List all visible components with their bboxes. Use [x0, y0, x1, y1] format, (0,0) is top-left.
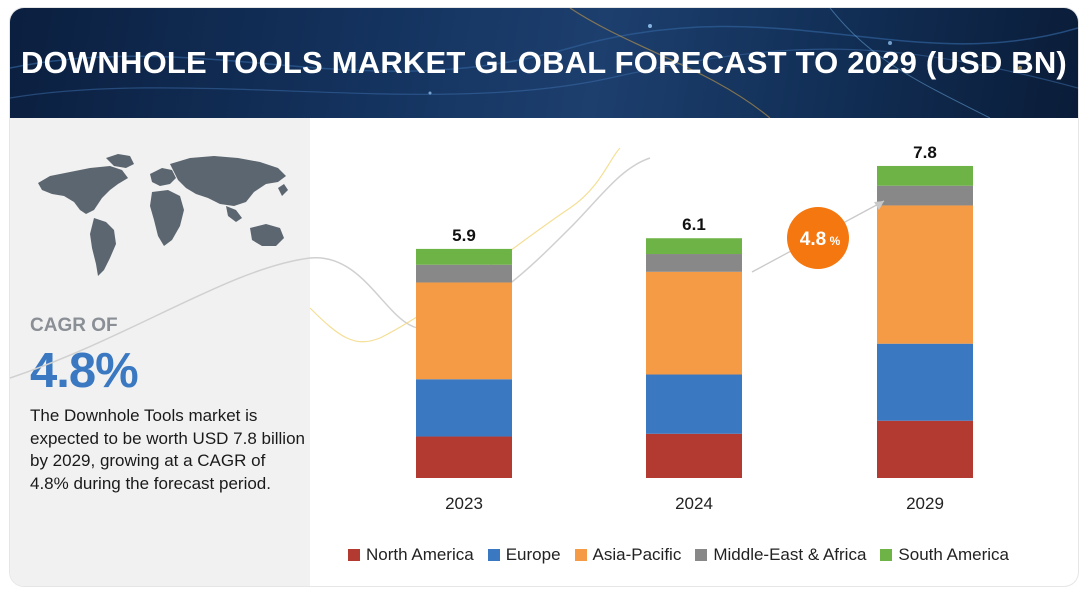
bar-segment-2029-south-america: [877, 165, 973, 186]
bar-total-label: 7.8: [913, 143, 937, 162]
legend-swatch: [695, 549, 708, 561]
cagr-bubble-value: 4.8: [800, 229, 826, 250]
bar-segment-2024-north-america: [646, 433, 742, 478]
legend-swatch: [574, 549, 587, 561]
x-tick-label: 2023: [445, 494, 483, 513]
legend-label: Europe: [505, 545, 561, 564]
infographic-card: DOWNHOLE TOOLS MARKET GLOBAL FORECAST TO…: [10, 8, 1078, 586]
cagr-label: CAGR OF: [30, 315, 118, 336]
bar-segment-2023-europe: [416, 379, 512, 437]
bar-segment-2024-asia-pacific: [646, 271, 742, 375]
bar-segment-2023-north-america: [416, 436, 512, 478]
bar-segment-2029-north-america: [877, 420, 973, 478]
legend-label: South America: [898, 545, 1009, 564]
bar-segment-2024-middle-east-africa: [646, 254, 742, 272]
world-map-icon: [38, 154, 288, 276]
legend-item: Europe: [487, 545, 561, 565]
legend-item: South America: [880, 545, 1009, 565]
bar-segment-2023-middle-east-africa: [416, 264, 512, 283]
summary-description: The Downhole Tools market is expected to…: [30, 406, 305, 493]
legend-swatch: [348, 549, 360, 561]
bar-segment-2029-middle-east-africa: [877, 185, 973, 206]
bar-total-label: 5.9: [452, 226, 476, 245]
legend-label: Middle-East & Africa: [713, 545, 867, 564]
decorative-curves: [10, 147, 651, 379]
bar-segment-2024-europe: [646, 374, 742, 434]
legend-item: Middle-East & Africa: [695, 545, 866, 565]
legend-label: North America: [366, 545, 474, 564]
bar-total-label: 6.1: [682, 215, 706, 234]
cagr-bubble-circle: [787, 207, 849, 269]
page-title: DOWNHOLE TOOLS MARKET GLOBAL FORECAST TO…: [21, 45, 1067, 80]
cagr-bubble: 4.8 %: [787, 207, 849, 269]
cagr-value: 4.8%: [30, 344, 139, 398]
summary-panel: CAGR OF 4.8% The Downhole Tools market i…: [10, 118, 310, 586]
legend-swatch: [880, 549, 893, 561]
legend-swatch: [487, 549, 500, 561]
bar-segment-2029-asia-pacific: [877, 205, 973, 344]
x-tick-label: 2029: [906, 494, 944, 513]
bar-segment-2023-asia-pacific: [416, 282, 512, 380]
x-tick-label: 2024: [675, 494, 713, 513]
cagr-bubble-unit: %: [830, 234, 841, 248]
chart-legend: North America Europe Asia-Pacific Middle-Ea…: [348, 544, 1009, 566]
legend-item: Asia-Pacific: [574, 545, 682, 565]
bar-segment-2023-south-america: [416, 248, 512, 265]
bar-segment-2024-south-america: [646, 238, 742, 255]
bar-segment-2029-europe: [877, 343, 973, 421]
banner-background-graphic: [10, 8, 1078, 118]
stacked-bar-chart: 5.9 2023 6.1 2024 7.8 2029 4.8 %: [10, 143, 973, 513]
legend-label: Asia-Pacific: [592, 545, 682, 564]
header-banner: DOWNHOLE TOOLS MARKET GLOBAL FORECAST TO…: [10, 8, 1078, 118]
legend-item: North America: [348, 545, 474, 565]
